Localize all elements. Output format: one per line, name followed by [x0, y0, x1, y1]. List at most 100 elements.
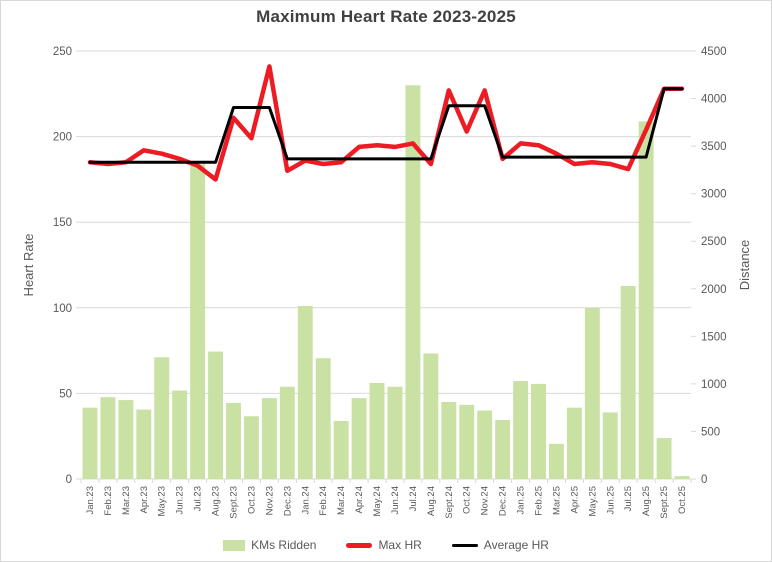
bar-Feb.24: [315, 358, 331, 479]
bar-Aug.25: [638, 121, 654, 479]
average-hr-swatch: [451, 543, 478, 547]
svg-text:Feb.25: Feb.25: [534, 486, 545, 516]
bar-Jul.23: [190, 164, 206, 479]
svg-text:0: 0: [66, 474, 72, 486]
svg-text:1500: 1500: [701, 331, 727, 343]
svg-text:Mar.24: Mar.24: [336, 486, 347, 515]
bar-Jun.24: [387, 386, 403, 479]
svg-text:Apr.25: Apr.25: [569, 486, 580, 513]
svg-text:Jun.23: Jun.23: [175, 486, 186, 515]
bar-Aug.23: [208, 351, 224, 479]
svg-text:Dec.24: Dec.24: [498, 486, 509, 516]
svg-text:150: 150: [53, 217, 72, 229]
svg-text:2000: 2000: [701, 284, 727, 296]
bar-Oct.24: [459, 404, 475, 479]
svg-text:4000: 4000: [701, 94, 727, 106]
svg-text:Sept.23: Sept.23: [229, 486, 240, 519]
svg-text:200: 200: [53, 132, 72, 144]
bar-Mar.25: [548, 443, 564, 479]
legend: KMs Ridden Max HR Average HR: [1, 538, 771, 552]
axis-labels: 0501001502002500500100015002000250030003…: [21, 46, 752, 519]
legend-label-kms-ridden: KMs Ridden: [251, 538, 317, 552]
svg-text:3500: 3500: [701, 141, 727, 153]
svg-text:3000: 3000: [701, 189, 727, 201]
svg-text:Oct.23: Oct.23: [246, 486, 257, 514]
bar-Apr.24: [351, 398, 367, 479]
bar-Apr.25: [566, 407, 582, 479]
svg-text:Nov.24: Nov.24: [480, 486, 491, 515]
svg-text:Mar.25: Mar.25: [551, 486, 562, 515]
svg-text:Jan.24: Jan.24: [300, 486, 311, 515]
bar-Nov.24: [477, 410, 493, 479]
svg-text:Dec.23: Dec.23: [282, 486, 293, 516]
legend-label-average-hr: Average HR: [483, 538, 549, 552]
axis-ticks: [76, 50, 696, 483]
svg-text:Jun.24: Jun.24: [390, 486, 401, 515]
bar-Mar.24: [333, 420, 349, 479]
svg-text:Oct.24: Oct.24: [462, 486, 473, 514]
svg-text:Jul.24: Jul.24: [408, 486, 419, 511]
svg-text:Jan.25: Jan.25: [516, 486, 527, 515]
bar-Feb.25: [531, 383, 546, 479]
bar-Jan.24: [297, 305, 313, 479]
bar-Dec.24: [495, 420, 511, 479]
bar-Mar.23: [118, 400, 134, 479]
bar-Sept.24: [441, 401, 457, 479]
svg-text:4500: 4500: [701, 46, 727, 58]
bar-Feb.23: [100, 397, 116, 479]
bar-Oct.23: [243, 416, 259, 479]
legend-item-kms-ridden: KMs Ridden: [223, 538, 316, 552]
svg-text:500: 500: [701, 426, 720, 438]
left-axis-title: Heart Rate: [21, 234, 36, 297]
svg-text:1000: 1000: [701, 379, 727, 391]
svg-text:Mar.23: Mar.23: [121, 486, 132, 515]
bar-May.23: [154, 357, 170, 479]
legend-label-max-hr: Max HR: [378, 538, 422, 552]
bar-Jan.23: [82, 407, 98, 479]
bar-May.25: [584, 307, 600, 479]
bar-Sept.23: [226, 402, 241, 479]
svg-text:Aug.23: Aug.23: [211, 486, 222, 516]
svg-text:May.23: May.23: [157, 486, 168, 516]
svg-text:Jan.23: Jan.23: [85, 486, 96, 515]
bar-Jul.24: [405, 85, 421, 480]
svg-text:Sept.24: Sept.24: [444, 486, 455, 519]
hr-lines: [87, 64, 685, 182]
svg-text:Apr.24: Apr.24: [354, 486, 365, 513]
svg-text:Jul.23: Jul.23: [193, 486, 204, 511]
bar-Oct.25: [674, 476, 690, 479]
svg-text:Sept.25: Sept.25: [659, 486, 670, 519]
svg-text:May.24: May.24: [372, 486, 383, 516]
max-hr-swatch: [346, 542, 373, 548]
svg-text:0: 0: [701, 474, 707, 486]
bar-May.24: [369, 382, 385, 479]
bar-Dec.23: [279, 386, 295, 479]
bar-Jun.25: [602, 412, 618, 479]
svg-text:Nov.23: Nov.23: [264, 486, 275, 515]
bar-Jan.25: [513, 381, 529, 479]
svg-text:Feb.24: Feb.24: [318, 486, 329, 516]
svg-text:100: 100: [53, 303, 72, 315]
legend-item-average-hr: Average HR: [451, 538, 549, 552]
bar-Jul.25: [620, 285, 636, 479]
svg-text:Jul.25: Jul.25: [623, 486, 634, 511]
bar-Aug.24: [423, 353, 439, 479]
average-hr-line: [88, 87, 684, 164]
bar-Jun.23: [172, 390, 188, 479]
svg-text:Feb.23: Feb.23: [103, 486, 114, 516]
svg-text:250: 250: [53, 46, 72, 58]
bar-Apr.23: [136, 409, 152, 479]
kms-ridden-bars: [82, 85, 690, 480]
right-axis-title: Distance: [737, 240, 752, 291]
bar-Nov.23: [261, 398, 277, 479]
svg-text:Apr.23: Apr.23: [139, 486, 150, 513]
svg-text:Jun.25: Jun.25: [605, 486, 616, 515]
kms-ridden-swatch: [223, 539, 246, 551]
bar-Sept.25: [656, 438, 672, 479]
svg-text:May.25: May.25: [587, 486, 598, 516]
svg-text:Aug.24: Aug.24: [426, 486, 437, 516]
chart-title: Maximum Heart Rate 2023-2025: [256, 7, 516, 26]
svg-text:50: 50: [59, 388, 72, 400]
legend-item-max-hr: Max HR: [346, 538, 422, 552]
